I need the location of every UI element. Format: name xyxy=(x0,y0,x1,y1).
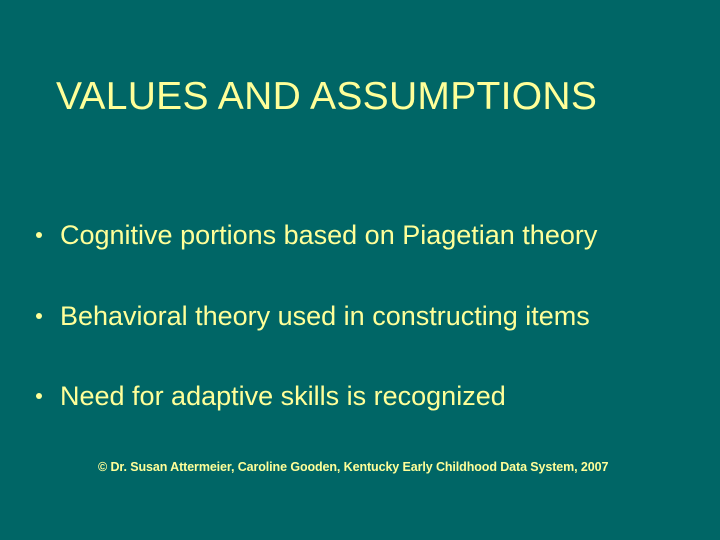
bullet-text: Cognitive portions based on Piagetian th… xyxy=(60,218,680,253)
slide: VALUES AND ASSUMPTIONS Cognitive portion… xyxy=(0,0,720,540)
bullet-text: Behavioral theory used in constructing i… xyxy=(60,299,680,334)
slide-title: VALUES AND ASSUMPTIONS xyxy=(56,75,700,119)
bullet-icon xyxy=(36,393,42,399)
list-item: Behavioral theory used in constructing i… xyxy=(36,299,680,334)
list-item: Cognitive portions based on Piagetian th… xyxy=(36,218,680,253)
list-item: Need for adaptive skills is recognized xyxy=(36,379,680,414)
bullet-text: Need for adaptive skills is recognized xyxy=(60,379,680,414)
bullet-list: Cognitive portions based on Piagetian th… xyxy=(36,218,680,474)
bullet-icon xyxy=(36,232,42,238)
bullet-icon xyxy=(36,313,42,319)
credit-line: © Dr. Susan Attermeier, Caroline Gooden,… xyxy=(98,460,680,474)
